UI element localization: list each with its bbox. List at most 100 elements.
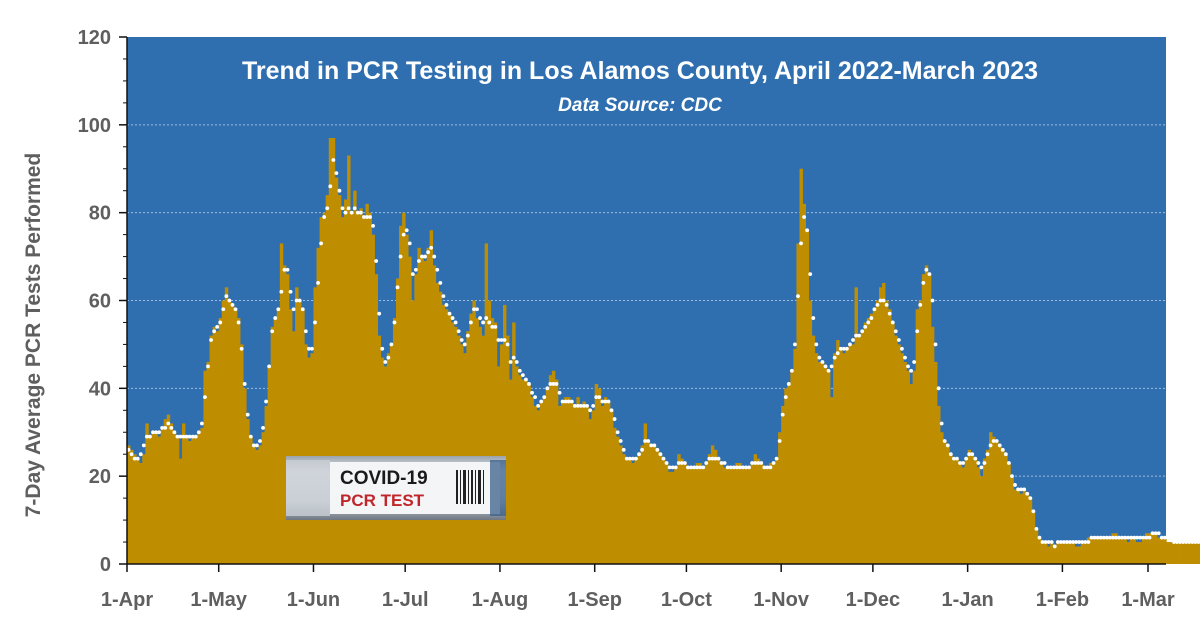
moving-average-point [344,211,348,215]
bar [472,301,475,565]
moving-average-point [787,382,791,386]
moving-average-point [946,444,950,448]
bar [867,318,870,564]
bar [390,344,393,564]
bar [1059,542,1062,564]
bar [778,432,781,564]
bar [1102,538,1105,564]
bar [521,380,524,564]
bar [1188,542,1191,564]
bar [295,287,298,564]
bar [1169,542,1172,564]
bar [161,428,164,564]
bar [482,336,485,564]
moving-average-point [918,303,922,307]
moving-average-point [775,457,779,461]
bar [1017,489,1020,564]
tube-cap-image [286,460,330,516]
bar [1151,533,1154,564]
moving-average-point [585,404,589,408]
moving-average-point [313,321,317,325]
moving-average-point [521,373,525,377]
moving-average-point [276,307,280,311]
moving-average-point [215,325,219,329]
bar [729,467,732,564]
moving-average-point [928,272,932,276]
moving-average-point [328,184,332,188]
moving-average-point [940,422,944,426]
bar [931,327,934,564]
bar [179,459,182,564]
moving-average-point [316,281,320,285]
moving-average-point [943,439,947,443]
bar [222,301,225,565]
moving-average-point [408,242,412,246]
covid-pcr-test-image: COVID-19 PCR TEST [286,456,506,520]
bar [946,445,949,564]
moving-average-point [555,382,559,386]
bar [809,301,812,565]
bar [534,406,537,564]
bar [249,437,252,564]
moving-average-point [796,294,800,298]
moving-average-point [393,321,397,325]
bar [986,450,989,564]
bar [732,467,735,564]
bar [182,423,185,564]
bar [903,362,906,564]
bar [457,336,460,564]
bar [286,274,289,564]
moving-average-point [228,299,232,303]
bar [741,467,744,564]
moving-average-point [747,465,751,469]
moving-average-point [824,364,828,368]
moving-average-point [1028,496,1032,500]
bar [983,459,986,564]
bar [748,467,751,564]
bar [955,459,958,564]
bar [518,375,521,564]
bar [702,467,705,564]
bar [894,336,897,564]
chart-subtitle: Data Source: CDC [558,95,722,116]
moving-average-point [805,228,809,232]
moving-average-point [390,343,394,347]
bar [1001,450,1004,564]
bar [873,309,876,564]
bar [573,406,576,564]
bar [130,450,133,564]
bar [531,397,534,564]
bar [491,318,494,564]
bar [1179,542,1182,564]
moving-average-point [937,386,941,390]
bar [662,459,665,564]
bar [1160,538,1163,564]
bar [246,419,249,564]
bar [167,415,170,564]
moving-average-point [655,448,659,452]
moving-average-point [814,343,818,347]
moving-average-point [172,430,176,434]
moving-average-point [460,338,464,342]
y-tick-label: 100 [78,115,111,137]
moving-average-point [857,334,861,338]
moving-average-point [955,457,959,461]
bar [965,459,968,564]
bar [803,204,806,564]
bar [1029,498,1032,564]
moving-average-point [683,461,687,465]
bar [555,380,558,564]
moving-average-point [888,312,892,316]
bar [1194,542,1197,564]
bar [298,301,301,565]
bar [1191,542,1194,564]
bar [567,397,570,564]
moving-average-point [536,404,540,408]
moving-average-point [701,465,705,469]
moving-average-point [203,395,207,399]
moving-average-point [350,211,354,215]
moving-average-point [1001,448,1005,452]
bar [537,410,540,564]
